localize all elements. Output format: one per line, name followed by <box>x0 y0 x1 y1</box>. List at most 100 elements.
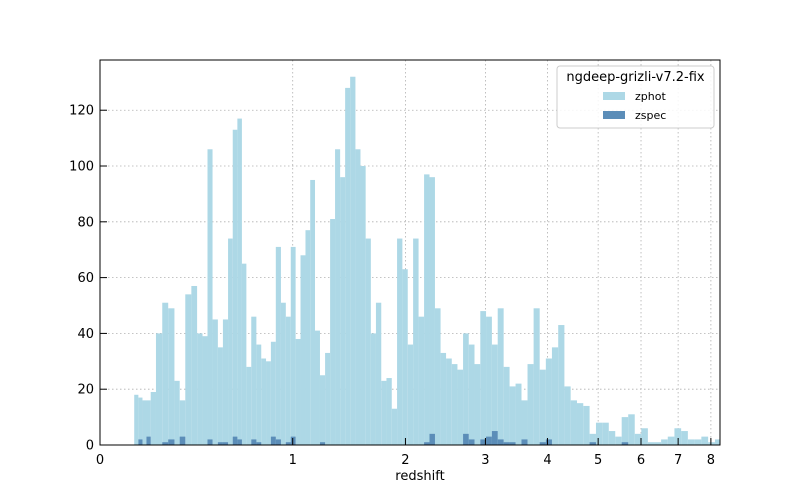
legend-swatch-zphot <box>603 92 625 100</box>
zphot-bar <box>687 439 695 445</box>
zphot-bar <box>237 118 242 445</box>
legend-box <box>556 65 715 129</box>
zphot-bar <box>370 333 376 445</box>
zphot-bar <box>521 400 528 445</box>
zspec-bar <box>463 433 469 445</box>
x-tick-label: 6 <box>637 453 645 468</box>
zphot-bar <box>290 246 296 445</box>
zphot-bar <box>509 386 516 445</box>
zspec-bar <box>146 436 151 445</box>
zphot-bar <box>463 333 469 445</box>
zphot-bar <box>202 336 208 445</box>
zphot-bar <box>503 366 510 445</box>
zphot-bar <box>527 364 534 445</box>
y-tick-label: 80 <box>77 215 94 230</box>
zphot-bar <box>708 442 715 445</box>
zphot-bar <box>694 439 702 445</box>
zphot-bar <box>305 230 311 445</box>
zspec-bar <box>270 436 276 445</box>
zphot-bar <box>162 302 169 445</box>
zphot-bar <box>185 294 192 445</box>
zphot-bar <box>701 436 709 445</box>
zphot-bar <box>375 302 382 445</box>
zphot-bar <box>300 255 306 445</box>
zphot-bar <box>168 308 175 445</box>
zspec-bar <box>319 442 326 445</box>
zphot-bar <box>595 422 603 445</box>
zphot-bar <box>391 408 398 445</box>
legend-items: zphot zspec <box>603 90 666 122</box>
y-tick-label: 0 <box>86 439 94 454</box>
zspec-bar <box>429 433 435 445</box>
zphot-bar <box>295 338 301 445</box>
zphot-bar <box>285 316 291 445</box>
x-tick-label: 3 <box>481 453 489 468</box>
x-tick-label: 5 <box>594 453 602 468</box>
zphot-bar <box>340 177 346 445</box>
y-tick-label: 20 <box>77 383 94 398</box>
zspec-bar <box>491 431 498 445</box>
x-tick-label: 4 <box>543 453 551 468</box>
zphot-bar <box>134 394 139 445</box>
zphot-bar <box>440 352 447 445</box>
zphot-bar <box>628 414 635 445</box>
y-tick-label: 100 <box>69 160 94 175</box>
zspec-bar <box>179 436 186 445</box>
zphot-bar <box>350 76 356 445</box>
zphot-bar <box>714 439 720 445</box>
zphot-bar <box>634 433 642 445</box>
zphot-bar <box>315 330 320 445</box>
zphot-bar <box>429 177 435 445</box>
zphot-bar <box>319 375 326 445</box>
legend-label-zspec: zspec <box>635 109 666 122</box>
zphot-bar <box>386 378 392 445</box>
zphot-bar <box>674 428 682 445</box>
zspec-bar <box>251 439 257 445</box>
zspec-bar <box>162 442 169 445</box>
x-tick-label: 2 <box>401 453 409 468</box>
zphot-bar <box>515 383 522 445</box>
zphot-bar <box>533 308 540 445</box>
x-tick-label: 0 <box>96 453 104 468</box>
zphot-bar <box>174 380 180 445</box>
zphot-bar <box>451 364 458 445</box>
zphot-bar <box>424 174 430 445</box>
zphot-bar <box>360 166 366 445</box>
zspec-bar <box>503 442 510 445</box>
legend: ngdeep-grizli-v7.2-fix zphot zspec <box>556 65 715 129</box>
zphot-bar <box>179 400 186 445</box>
zphot-bar <box>468 344 475 445</box>
legend-label-zphot: zphot <box>635 90 666 103</box>
zphot-bar <box>446 358 452 445</box>
zphot-bar <box>251 316 257 445</box>
zphot-bar <box>551 347 559 445</box>
zspec-bar <box>539 442 546 445</box>
x-tick-label: 8 <box>707 453 715 468</box>
zphot-bar <box>256 344 262 445</box>
zphot-bar <box>150 391 156 445</box>
zspec-bar <box>521 439 528 445</box>
zphot-bar <box>275 246 281 445</box>
zphot-bar <box>330 219 336 445</box>
zspec-bar <box>138 439 143 445</box>
x-axis-label: redshift <box>395 469 444 484</box>
zphot-bar <box>217 347 223 445</box>
zphot-bar <box>539 369 546 445</box>
zspec-bar <box>222 442 229 445</box>
legend-title: ngdeep-grizli-v7.2-fix <box>566 70 705 85</box>
zphot-bar <box>545 358 552 445</box>
zspec-bar <box>275 439 281 445</box>
legend-swatch-zspec <box>603 111 625 119</box>
zphot-bar <box>681 431 688 445</box>
zphot-bar <box>345 87 351 445</box>
zspec-bar <box>207 439 213 445</box>
zphot-bar <box>602 422 609 445</box>
plot-frame <box>99 59 721 446</box>
zphot-bar <box>583 405 590 445</box>
zspec-bar <box>424 442 430 445</box>
zspec-bar <box>545 439 552 445</box>
zphot-bar <box>621 417 629 445</box>
zphot-bar <box>266 361 271 445</box>
zphot-bar <box>381 380 387 445</box>
zphot-bar <box>212 319 218 445</box>
